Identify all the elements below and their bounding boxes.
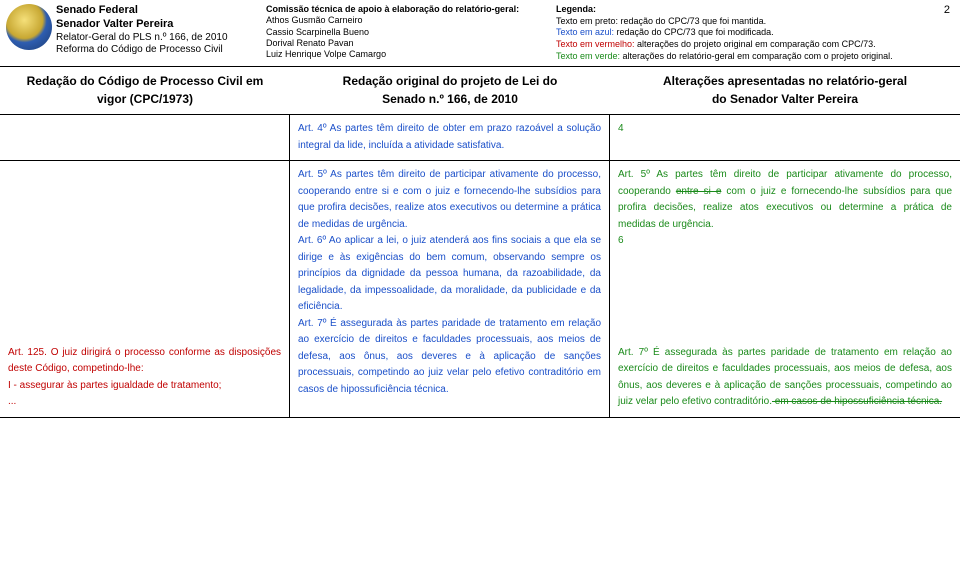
legenda-azul: Texto em azul: redação do CPC/73 que foi…	[556, 27, 904, 39]
column-titles: Redação do Código de Processo Civil em v…	[0, 67, 960, 115]
reforma-label: Reforma do Código de Processo Civil	[56, 44, 228, 57]
row2-col3-art5: Art. 5º As partes têm direito de partici…	[618, 167, 952, 233]
comissao-name: Athos Gusmão Carneiro	[266, 15, 544, 26]
row1-col1	[0, 115, 290, 160]
art7-strike: em casos de hipossuficiência técnica.	[772, 396, 942, 407]
comissao-name: Luiz Henrique Volpe Camargo	[266, 49, 544, 60]
art5-strike: entre si e	[676, 186, 722, 197]
comissao-name: Cassio Scarpinella Bueno	[266, 27, 544, 38]
legenda-preto: Texto em preto: redação do CPC/73 que fo…	[556, 16, 904, 28]
legenda-vermelho-text: alterações do projeto original em compar…	[635, 39, 876, 49]
row1-col3: 4	[610, 115, 960, 160]
row2-col1: Art. 125. O juiz dirigirá o processo con…	[0, 161, 290, 417]
row2-col2-art5: Art. 5º As partes têm direito de partici…	[298, 167, 601, 233]
row1-col2: Art. 4º As partes têm direito de obter e…	[290, 115, 610, 160]
row2-col2-art6: Art. 6º Ao aplicar a lei, o juiz atender…	[298, 233, 601, 316]
col2-title: Redação original do projeto de Lei do Se…	[290, 67, 610, 114]
legenda-verde: Texto em verde: alterações do relatório-…	[556, 51, 904, 63]
col3-title-b: do Senador Valter Pereira	[712, 92, 858, 106]
comissao-name: Dorival Renato Pavan	[266, 38, 544, 49]
row2-col3: Art. 5º As partes têm direito de partici…	[610, 161, 960, 417]
relator-label: Relator-Geral do PLS n.º 166, de 2010	[56, 32, 228, 45]
header-row: Senado Federal Senador Valter Pereira Re…	[0, 0, 960, 67]
header-legenda: Legenda: Texto em preto: redação do CPC/…	[550, 0, 910, 66]
body-row-2: Art. 125. O juiz dirigirá o processo con…	[0, 161, 960, 418]
col1-title-b: vigor (CPC/1973)	[97, 92, 193, 106]
legenda-title: Legenda:	[556, 4, 904, 16]
body-row-1: Art. 4º As partes têm direito de obter e…	[0, 115, 960, 161]
legenda-verde-label: Texto em verde:	[556, 51, 620, 61]
row2-col2: Art. 5º As partes têm direito de partici…	[290, 161, 610, 417]
row2-col3-art7: Art. 7º É assegurada às partes paridade …	[618, 345, 952, 411]
row2-col1-p1: Art. 125. O juiz dirigirá o processo con…	[8, 345, 281, 378]
legenda-azul-text: redação do CPC/73 que foi modificada.	[614, 27, 774, 37]
document-page: Senado Federal Senador Valter Pereira Re…	[0, 0, 960, 418]
col2-title-a: Redação original do projeto de Lei do	[343, 74, 558, 88]
row2-col2-art7: Art. 7º É assegurada às partes paridade …	[298, 316, 601, 399]
col2-title-b: Senado n.º 166, de 2010	[382, 92, 518, 106]
senador-label: Senador Valter Pereira	[56, 18, 228, 32]
row2-col1-p2: I - assegurar às partes igualdade de tra…	[8, 378, 281, 395]
legenda-verde-text: alterações do relatório-geral em compara…	[620, 51, 893, 61]
comissao-title: Comissão técnica de apoio à elaboração d…	[266, 4, 544, 15]
header-comissao: Comissão técnica de apoio à elaboração d…	[260, 0, 550, 66]
row2-col3-spacer	[618, 250, 952, 345]
header-identity-text: Senado Federal Senador Valter Pereira Re…	[56, 4, 228, 57]
header-identity: Senado Federal Senador Valter Pereira Re…	[0, 0, 260, 66]
col3-title: Alterações apresentadas no relatório-ger…	[610, 67, 960, 114]
row2-col3-art6: 6	[618, 233, 952, 250]
legenda-vermelho: Texto em vermelho: alterações do projeto…	[556, 39, 904, 51]
col1-title-a: Redação do Código de Processo Civil em	[27, 74, 264, 88]
legenda-vermelho-label: Texto em vermelho:	[556, 39, 635, 49]
senado-logo	[6, 4, 52, 50]
col3-title-a: Alterações apresentadas no relatório-ger…	[663, 74, 907, 88]
row2-col1-p3: ...	[8, 394, 281, 411]
page-number: 2	[910, 0, 960, 66]
senado-label: Senado Federal	[56, 4, 228, 18]
col1-title: Redação do Código de Processo Civil em v…	[0, 67, 290, 114]
legenda-azul-label: Texto em azul:	[556, 27, 614, 37]
